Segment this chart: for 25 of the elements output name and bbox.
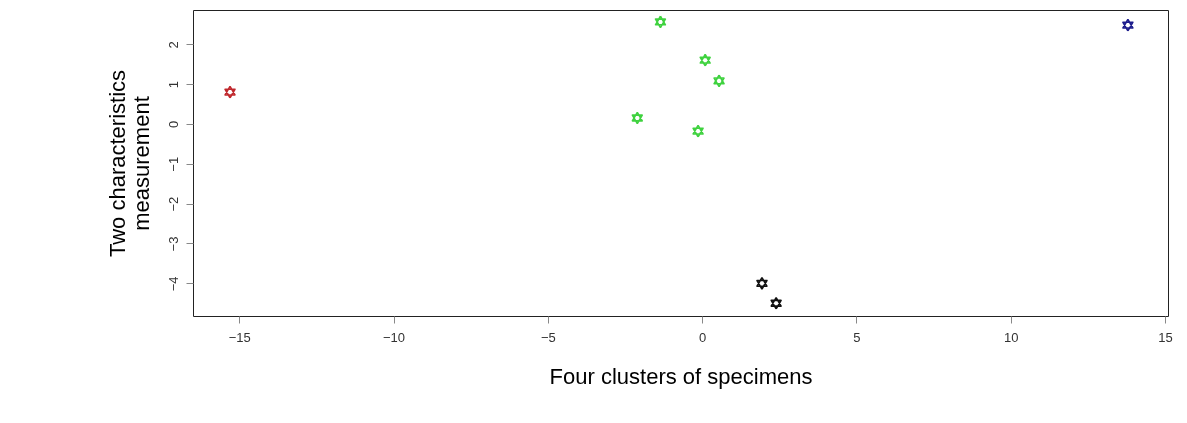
- y-tick-label: 0: [165, 120, 181, 129]
- x-tick-label: −5: [540, 329, 556, 345]
- point: [770, 296, 782, 310]
- x-tick-label: 0: [698, 329, 707, 345]
- point: [631, 111, 644, 125]
- point: [713, 74, 725, 88]
- x-tick-label: 15: [1158, 329, 1173, 345]
- x-axis-title: Four clusters of specimens: [549, 363, 813, 389]
- y-axis-title: Two characteristics measurement: [104, 69, 154, 258]
- y-tick-label: 1: [165, 80, 181, 89]
- point: [692, 124, 704, 138]
- point: [1122, 18, 1134, 32]
- point: [756, 276, 768, 290]
- y-tick-label: −3: [165, 236, 181, 252]
- y-tick-label: −2: [165, 196, 181, 212]
- point: [224, 85, 236, 99]
- point: [699, 53, 711, 67]
- point: [654, 15, 667, 29]
- x-tick-label: −15: [228, 329, 251, 345]
- y-tick-label: −1: [165, 156, 181, 172]
- y-tick-label: 2: [165, 41, 181, 49]
- x-tick-label: −10: [383, 329, 406, 345]
- y-tick-label: −4: [165, 276, 181, 292]
- x-tick-label: 10: [1003, 329, 1019, 345]
- x-tick-label: 5: [853, 329, 861, 345]
